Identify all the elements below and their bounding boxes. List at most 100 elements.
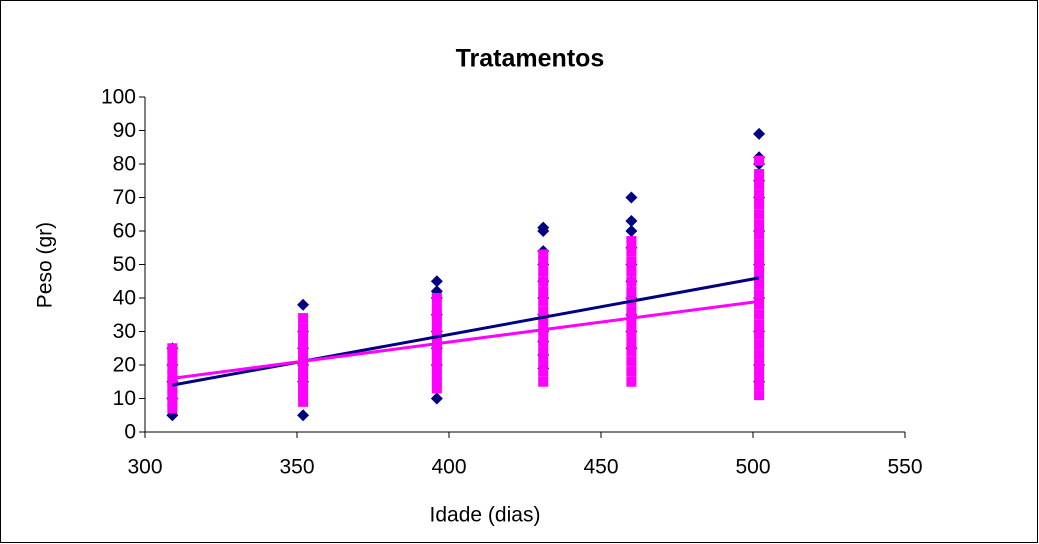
point: [298, 383, 309, 394]
x-axis-label: Idade (dias): [430, 504, 541, 527]
point: [431, 343, 442, 354]
point: [538, 366, 549, 377]
point: [167, 383, 178, 394]
x-tick-label: 300: [127, 456, 162, 479]
point: [754, 169, 765, 180]
point: [754, 299, 765, 310]
point: [431, 363, 442, 374]
point: [626, 326, 637, 337]
chart-title: Tratamentos: [456, 45, 605, 73]
point: [754, 189, 765, 200]
point: [298, 329, 309, 340]
point: [298, 390, 309, 401]
point: [298, 349, 309, 360]
point: [538, 296, 549, 307]
point: [626, 286, 637, 297]
point: [167, 403, 178, 414]
point: [430, 275, 443, 288]
point: [298, 396, 309, 407]
point: [431, 329, 442, 340]
point: [167, 356, 178, 367]
x-tick-label: 350: [279, 456, 314, 479]
trendline: [172, 299, 760, 380]
point: [625, 214, 638, 227]
y-axis-label: Peso (gr): [34, 222, 57, 308]
y-tick-label: 70: [113, 186, 136, 209]
point: [537, 221, 550, 234]
point: [431, 336, 442, 347]
point: [626, 276, 637, 287]
point: [431, 323, 442, 334]
point: [626, 316, 637, 327]
x-tick-label: 500: [735, 456, 770, 479]
point: [431, 303, 442, 314]
x-tick-label: 450: [583, 456, 618, 479]
y-tick-label: 30: [113, 320, 136, 343]
point: [754, 360, 765, 370]
point: [538, 346, 549, 357]
point: [625, 225, 638, 237]
point: [754, 155, 765, 166]
point: [626, 376, 637, 387]
y-tick-label: 50: [113, 253, 136, 276]
point: [626, 266, 637, 277]
y-tick-label: 20: [113, 354, 136, 377]
point: [538, 266, 549, 277]
point: [298, 363, 309, 374]
point: [167, 343, 178, 354]
point: [431, 370, 442, 381]
point: [538, 286, 549, 297]
point: [298, 370, 309, 381]
point: [538, 356, 549, 367]
point: [430, 392, 443, 405]
point: [538, 376, 549, 387]
y-tick-label: 60: [113, 220, 136, 243]
point: [431, 293, 442, 303]
y-tick-label: 10: [113, 387, 136, 410]
point: [754, 319, 765, 330]
y-tick-label: 90: [113, 119, 136, 142]
point: [754, 259, 765, 270]
point: [754, 339, 765, 350]
point: [167, 396, 178, 407]
point: [298, 336, 309, 347]
point: [538, 276, 549, 287]
point: [754, 370, 765, 381]
point: [754, 279, 765, 290]
point: [431, 316, 442, 327]
point: [298, 343, 309, 354]
point: [167, 370, 178, 381]
point: [431, 349, 442, 360]
y-tick-label: 40: [113, 287, 136, 310]
point: [754, 229, 765, 240]
point: [626, 336, 637, 347]
point: [625, 191, 638, 204]
point: [167, 349, 178, 360]
point: [626, 246, 637, 257]
point: [754, 349, 765, 360]
point: [754, 219, 765, 230]
point: [298, 313, 309, 324]
point: [754, 179, 765, 190]
x-tick-label: 550: [887, 456, 922, 479]
point: [538, 326, 549, 337]
point: [626, 306, 637, 317]
point: [431, 309, 442, 320]
point: [626, 256, 637, 267]
point: [754, 380, 765, 391]
point: [167, 376, 178, 387]
point: [431, 356, 442, 367]
point: [538, 249, 549, 260]
point: [538, 336, 549, 347]
point: [626, 346, 637, 357]
point: [754, 199, 765, 210]
point: [298, 376, 309, 387]
point: [297, 409, 310, 422]
x-tick-label: 400: [431, 456, 466, 479]
point: [431, 383, 442, 394]
point: [754, 390, 765, 401]
point: [754, 329, 765, 340]
y-tick-label: 100: [101, 86, 136, 109]
